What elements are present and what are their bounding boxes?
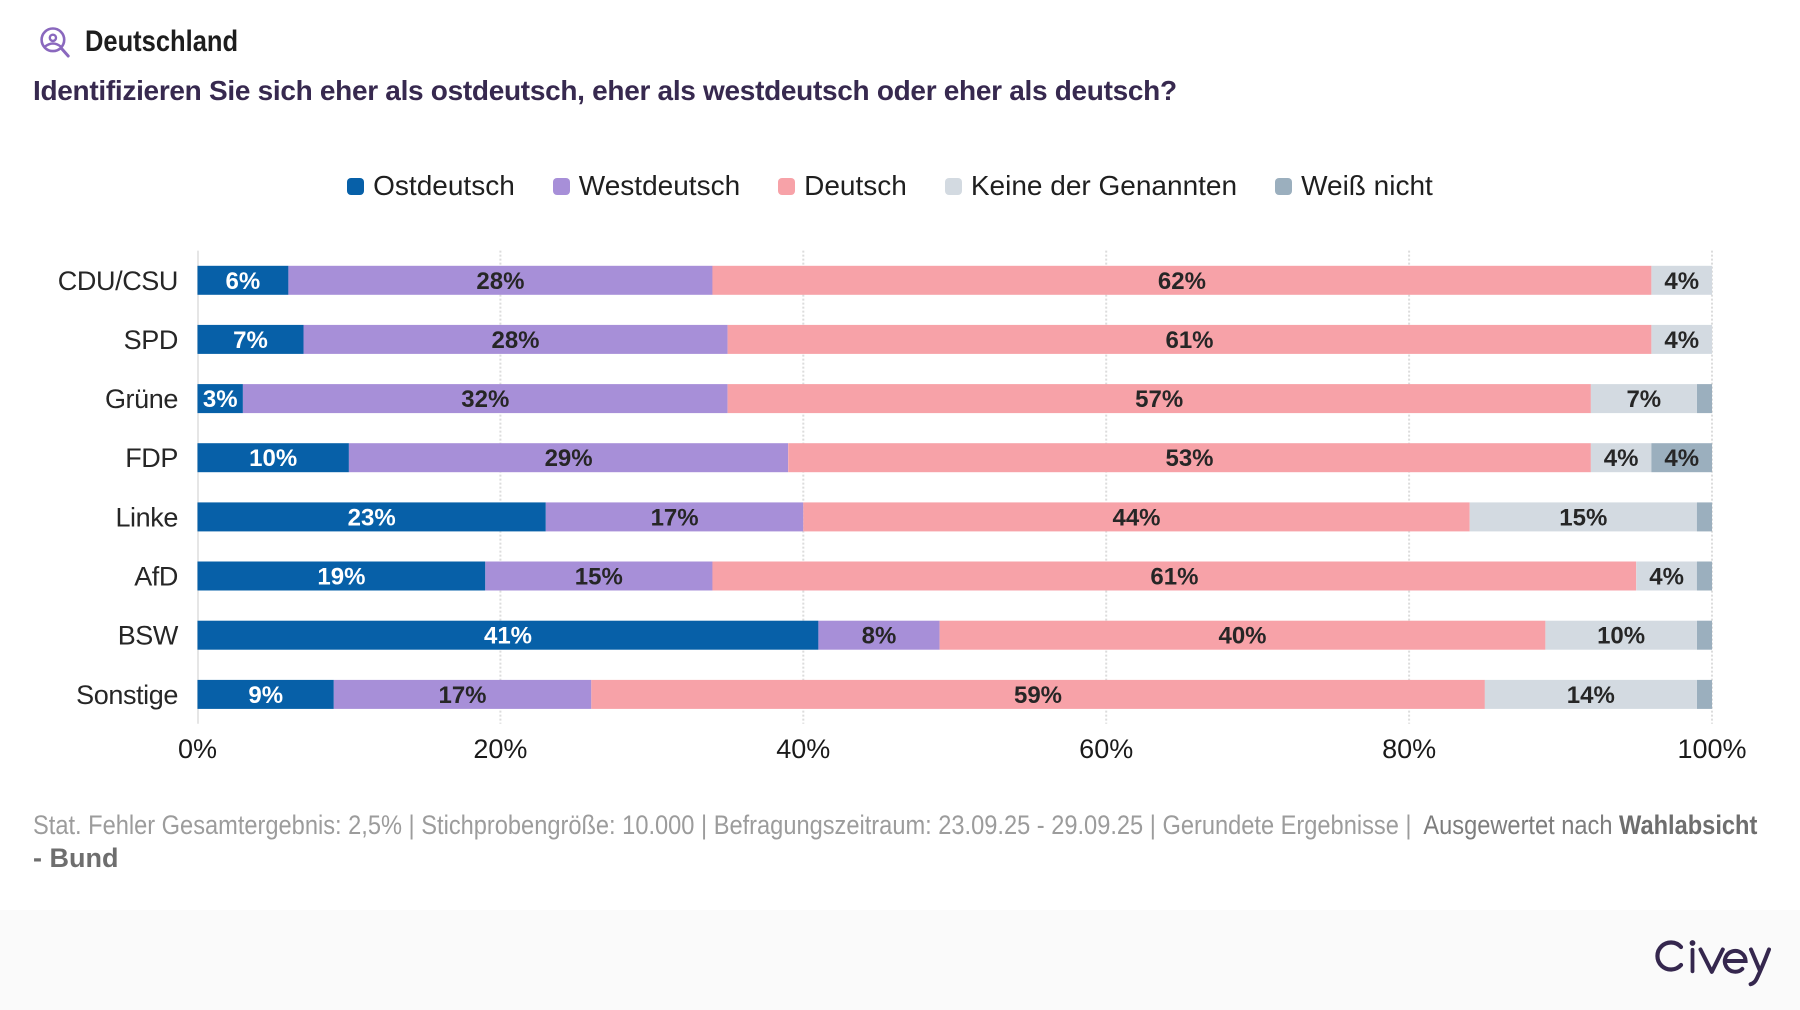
- svg-text:4%: 4%: [1649, 564, 1684, 591]
- svg-text:3%: 3%: [203, 386, 238, 413]
- svg-text:53%: 53%: [1165, 445, 1213, 472]
- svg-text:44%: 44%: [1112, 504, 1160, 531]
- svg-text:15%: 15%: [1559, 504, 1607, 531]
- svg-text:61%: 61%: [1165, 327, 1213, 354]
- svg-text:41%: 41%: [484, 623, 532, 650]
- svg-text:61%: 61%: [1150, 564, 1198, 591]
- svg-text:CDU/CSU: CDU/CSU: [58, 266, 178, 296]
- svg-text:29%: 29%: [545, 445, 593, 472]
- svg-text:FDP: FDP: [125, 443, 178, 473]
- svg-text:19%: 19%: [317, 564, 365, 591]
- svg-text:14%: 14%: [1567, 682, 1615, 709]
- svg-text:23%: 23%: [348, 504, 396, 531]
- svg-text:28%: 28%: [476, 268, 524, 295]
- svg-text:59%: 59%: [1014, 682, 1062, 709]
- svg-text:40%: 40%: [776, 734, 830, 764]
- svg-text:60%: 60%: [1079, 734, 1133, 764]
- svg-text:SPD: SPD: [124, 325, 178, 355]
- svg-text:28%: 28%: [491, 327, 539, 354]
- svg-text:0%: 0%: [178, 734, 217, 764]
- svg-text:Sonstige: Sonstige: [76, 680, 178, 710]
- svg-text:32%: 32%: [461, 386, 509, 413]
- svg-text:57%: 57%: [1135, 386, 1183, 413]
- svg-text:4%: 4%: [1664, 327, 1699, 354]
- svg-text:15%: 15%: [575, 564, 623, 591]
- svg-text:8%: 8%: [862, 623, 897, 650]
- svg-text:10%: 10%: [249, 445, 297, 472]
- svg-text:9%: 9%: [248, 682, 283, 709]
- svg-text:80%: 80%: [1382, 734, 1436, 764]
- svg-text:17%: 17%: [438, 682, 486, 709]
- svg-text:6%: 6%: [226, 268, 261, 295]
- svg-text:100%: 100%: [1677, 734, 1746, 764]
- svg-text:20%: 20%: [473, 734, 527, 764]
- svg-text:62%: 62%: [1158, 268, 1206, 295]
- svg-text:17%: 17%: [651, 504, 699, 531]
- svg-text:Linke: Linke: [115, 502, 178, 532]
- svg-text:10%: 10%: [1597, 623, 1645, 650]
- svg-text:BSW: BSW: [118, 621, 179, 651]
- svg-text:Grüne: Grüne: [105, 384, 178, 414]
- svg-text:4%: 4%: [1664, 445, 1699, 472]
- svg-text:7%: 7%: [1626, 386, 1661, 413]
- svg-text:4%: 4%: [1604, 445, 1639, 472]
- svg-text:40%: 40%: [1218, 623, 1266, 650]
- svg-text:AfD: AfD: [134, 562, 178, 592]
- svg-text:7%: 7%: [233, 327, 268, 354]
- svg-text:4%: 4%: [1664, 268, 1699, 295]
